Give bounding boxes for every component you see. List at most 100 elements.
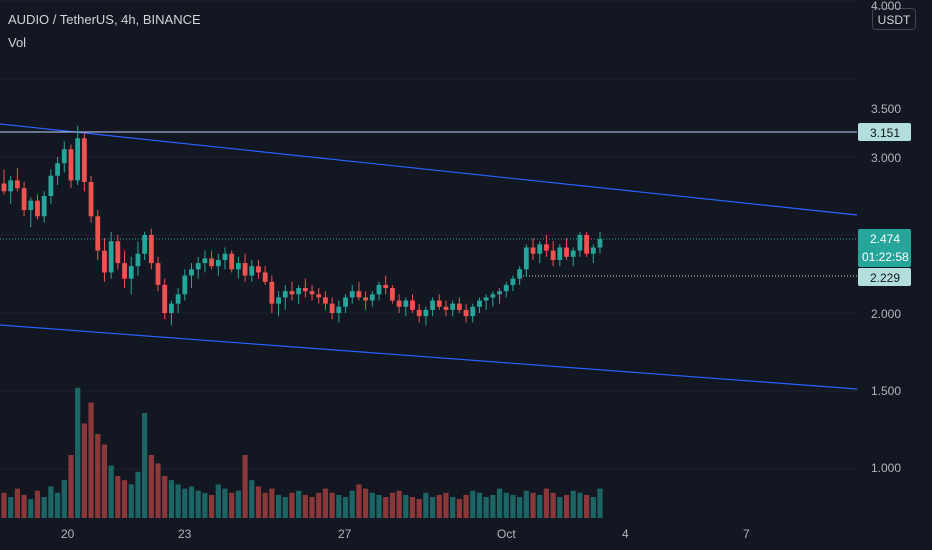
volume-bar [135, 471, 141, 518]
candle [88, 181, 94, 217]
volume-bar [342, 497, 349, 518]
candle [229, 253, 235, 270]
candle [376, 284, 382, 295]
candle [215, 259, 221, 267]
candle [242, 263, 248, 276]
volume-bar [363, 488, 369, 518]
volume-bar [21, 494, 27, 518]
volume-bar [34, 490, 41, 518]
candle [584, 235, 590, 254]
volume-bar [543, 488, 550, 518]
candle [390, 288, 395, 301]
candle [48, 175, 54, 196]
currency-button[interactable]: USDT [872, 8, 916, 30]
volume-bar [168, 480, 175, 518]
candle [383, 284, 389, 289]
candle [550, 250, 556, 260]
candle [135, 253, 141, 267]
candle [102, 250, 107, 273]
volume-bar [68, 455, 74, 518]
volume-bar [195, 490, 201, 518]
volume-bar [423, 492, 429, 518]
candle [14, 180, 20, 189]
grid-lines [0, 0, 857, 470]
volume-bar [517, 497, 523, 518]
candle [269, 281, 275, 304]
price-tick-3: 3.000 [871, 151, 901, 165]
candle [189, 269, 194, 276]
candle [169, 303, 174, 313]
price-axis[interactable]: 4.000 3.500 3.000 2.000 1.500 1.000 [871, 0, 901, 475]
candle [577, 235, 583, 251]
volume-bar [456, 499, 462, 518]
volume-bar [577, 492, 583, 518]
volume-indicator-label[interactable]: Vol [8, 35, 27, 50]
candle [523, 247, 529, 270]
volume-bar [148, 455, 154, 518]
candle [456, 303, 462, 310]
volume-bar [537, 494, 543, 518]
candle [235, 263, 241, 270]
candle [262, 272, 268, 282]
candle [463, 309, 469, 317]
volume-bar [557, 497, 563, 518]
volume-bar [289, 492, 295, 518]
trendlines[interactable] [0, 123, 858, 390]
candle [249, 266, 255, 276]
volume-bar [436, 494, 442, 518]
candle [570, 250, 576, 257]
volume-bar [443, 492, 449, 518]
resistance-badge: 3.151 [858, 123, 911, 141]
volume-bar [255, 486, 262, 518]
candle [369, 294, 375, 301]
volume-bar [470, 490, 476, 518]
time-axis[interactable]: 20 23 27 Oct 4 7 [61, 527, 750, 541]
candle [75, 138, 81, 181]
candle [517, 269, 523, 279]
volume-bar [590, 497, 596, 518]
volume-bar [54, 492, 61, 518]
candle [302, 288, 308, 292]
candle [403, 300, 409, 307]
candle [21, 188, 27, 211]
candle [544, 244, 549, 251]
volume-bar [309, 497, 315, 518]
volume-bar [563, 494, 570, 518]
price-tick-1: 1.000 [871, 461, 901, 475]
volume-bar [14, 488, 20, 518]
volume-bar [429, 497, 436, 518]
candle [276, 297, 281, 304]
volume-bar [48, 486, 54, 518]
volume-bar [584, 494, 590, 518]
volume-bar [483, 497, 489, 518]
candle [128, 266, 134, 279]
volume-bar [1, 492, 7, 518]
candle [410, 300, 415, 310]
volume-bar [510, 494, 516, 518]
lower-trendline[interactable] [0, 324, 858, 390]
candle [503, 284, 509, 292]
support-badge-value: 2.229 [870, 271, 900, 285]
candle [175, 294, 181, 304]
volume-bar [95, 434, 101, 518]
volume-bar [155, 463, 161, 518]
volume-bar [128, 484, 134, 518]
volume-bar [142, 413, 148, 518]
volume-bar [389, 492, 396, 518]
volume-bar [269, 488, 275, 518]
volume-bar [396, 490, 402, 518]
candle [530, 247, 536, 254]
candle [349, 291, 355, 298]
volume-bar [530, 492, 536, 518]
volume-bar [162, 476, 168, 518]
candle [296, 288, 302, 295]
candle [41, 196, 47, 217]
candle [35, 200, 40, 217]
candle [309, 291, 315, 295]
chart-title: AUDIO / TetherUS, 4h, BINANCE [8, 12, 201, 27]
candle [557, 247, 563, 260]
time-tick-oct: Oct [497, 527, 516, 541]
upper-trendline[interactable] [0, 123, 858, 216]
candle [450, 303, 456, 310]
